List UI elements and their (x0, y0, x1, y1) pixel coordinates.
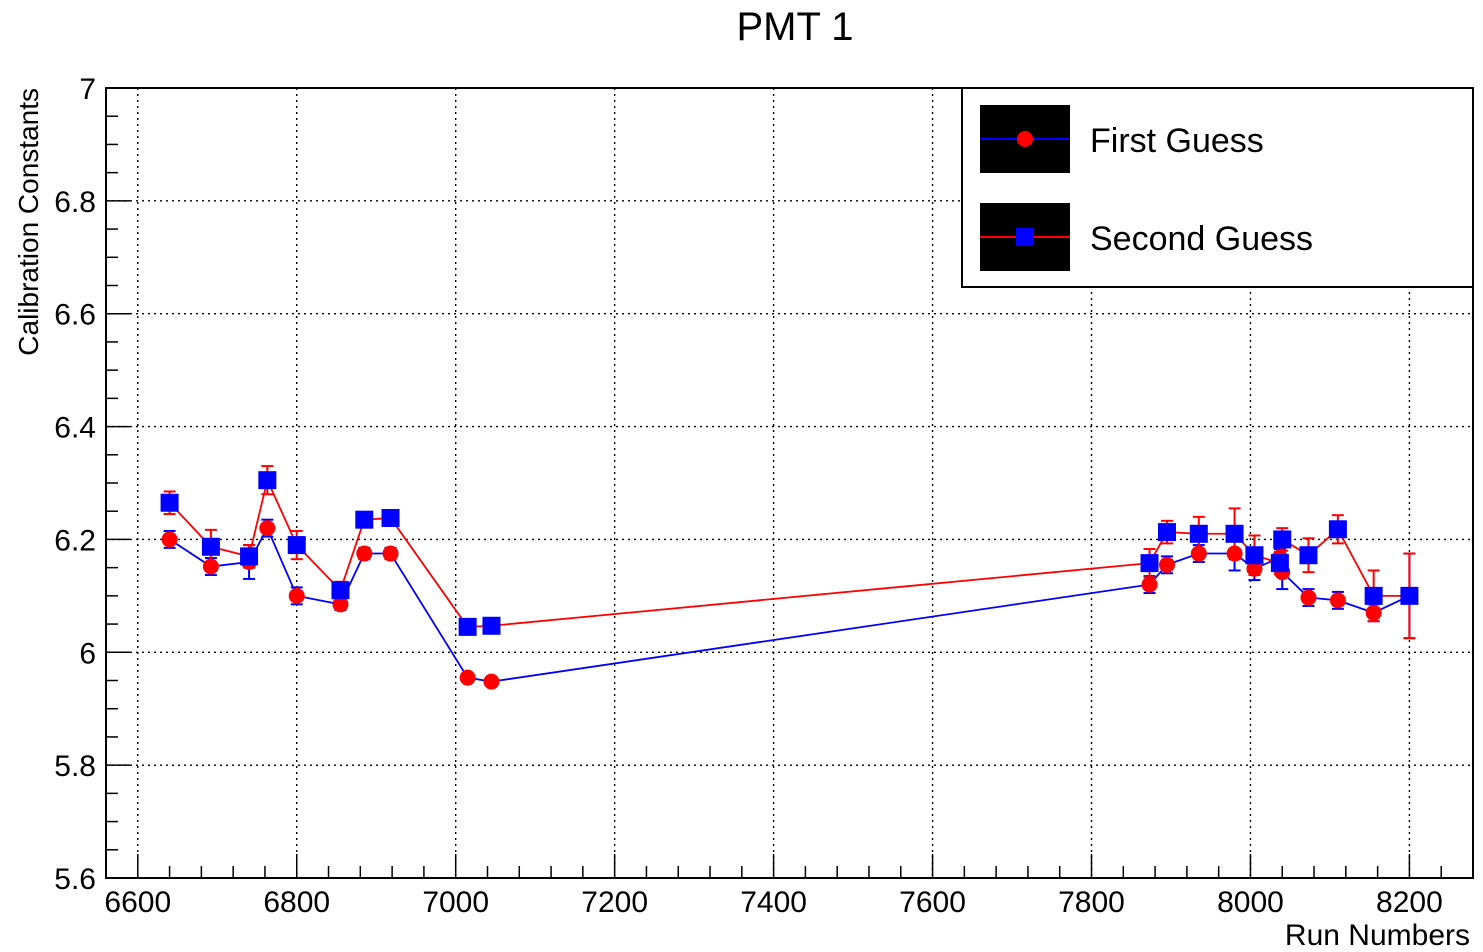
x-axis-label: Run Numbers (1285, 919, 1470, 952)
x-tick-label: 8000 (1217, 886, 1284, 919)
data-point (458, 617, 477, 636)
y-tick-label: 6.2 (54, 524, 96, 557)
data-point (1300, 589, 1317, 606)
data-point (356, 545, 373, 562)
y-tick-label: 6 (79, 637, 96, 670)
data-point (1140, 554, 1159, 573)
y-tick-label: 6.8 (54, 186, 96, 219)
data-point (160, 493, 179, 512)
data-point (1270, 554, 1289, 573)
x-tick-label: 7600 (899, 886, 966, 919)
legend-label-first: First Guess (1090, 122, 1264, 160)
x-tick-label: 7400 (740, 886, 807, 919)
axes-layer: 6600 6800 7000 7200 7400 7600 7800 8000 8200 5.6 5… (54, 73, 1474, 919)
data-point (1273, 530, 1292, 549)
data-point (1158, 523, 1177, 542)
x-tick-label: 7200 (581, 886, 648, 919)
data-point (1141, 576, 1158, 593)
data-point (287, 536, 306, 555)
y-tick-label: 5.6 (54, 863, 96, 896)
data-point (331, 581, 350, 600)
data-point (483, 673, 500, 690)
data-point (259, 520, 276, 537)
x-tick-label: 8200 (1376, 886, 1443, 919)
x-tick-label: 7000 (422, 886, 489, 919)
data-point (258, 471, 277, 490)
data-point (1245, 546, 1264, 565)
y-tick-label: 5.8 (54, 750, 96, 783)
series-second-guess (160, 465, 1419, 640)
data-point (1364, 586, 1383, 605)
x-tick-label: 6800 (263, 886, 330, 919)
data-point (355, 510, 374, 529)
data-point (382, 545, 399, 562)
data-point (482, 616, 501, 635)
data-point (1159, 556, 1176, 573)
legend: First Guess Second Guess (961, 87, 1474, 288)
data-point (1225, 524, 1244, 543)
data-point (161, 531, 178, 548)
data-point (240, 547, 259, 566)
plot-frame (105, 87, 1474, 879)
data-point (459, 669, 476, 686)
x-tick-label: 7800 (1058, 886, 1125, 919)
series-line (169, 526, 1410, 683)
y-tick-label: 6.6 (54, 299, 96, 332)
data-point (1190, 545, 1207, 562)
legend-entry-second: Second Guess (980, 203, 1313, 271)
data-point (1400, 586, 1419, 605)
legend-marker-first (1017, 131, 1033, 147)
legend-marker-second (1016, 228, 1034, 246)
y-tick-label: 6.4 (54, 412, 96, 445)
data-point (381, 508, 400, 527)
data-point (202, 558, 219, 575)
chart-title: PMT 1 (736, 5, 853, 49)
legend-label-second: Second Guess (1090, 220, 1313, 258)
series-first-guess (161, 518, 1418, 690)
y-axis-label: Calibration Constants (13, 88, 44, 356)
legend-entry-first: First Guess (980, 105, 1264, 173)
data-point (1299, 546, 1318, 565)
data-point (201, 537, 220, 556)
data-point (1189, 524, 1208, 543)
data-point (288, 587, 305, 604)
data-point (1329, 592, 1346, 609)
data-point (1328, 520, 1347, 539)
series-layer (160, 465, 1419, 690)
y-tick-label: 7 (79, 73, 96, 106)
x-tick-label: 6600 (104, 886, 171, 919)
data-point (332, 596, 349, 613)
